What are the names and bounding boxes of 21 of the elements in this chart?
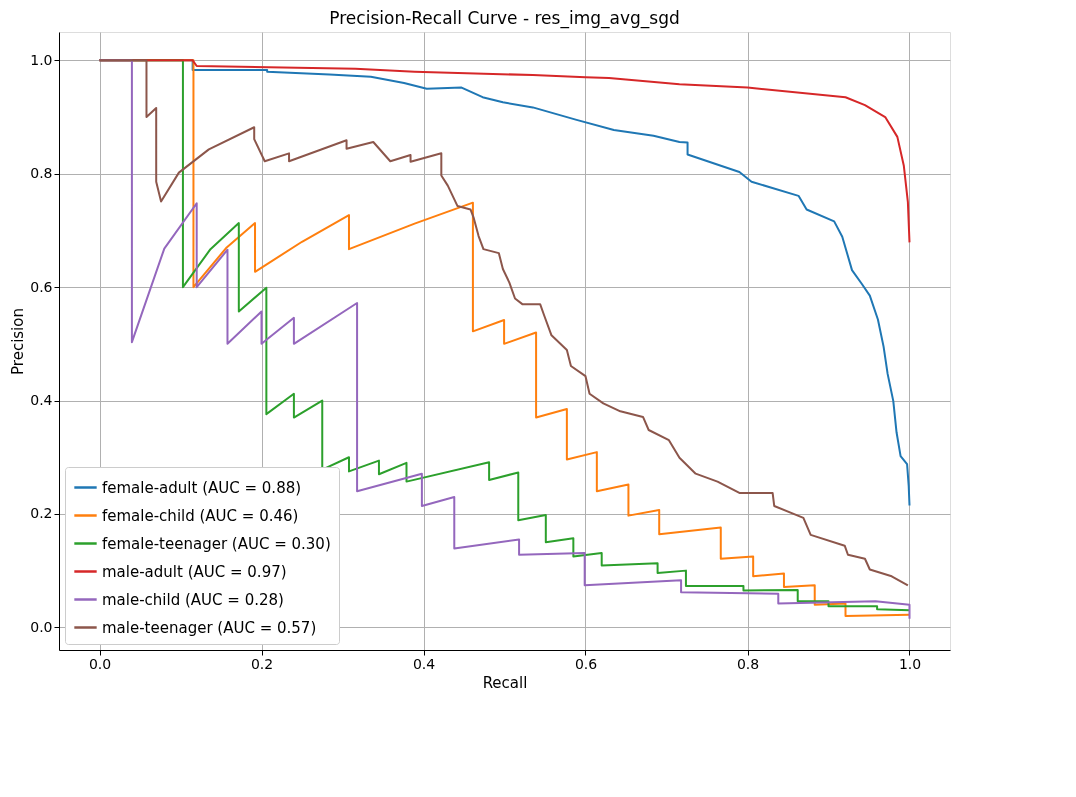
x-tick-label: 0.4 xyxy=(412,655,436,672)
legend-label: male-adult (AUC = 0.97) xyxy=(102,562,287,581)
x-tick-label: 1.0 xyxy=(898,655,922,672)
y-tick-label: 0.0 xyxy=(30,618,53,635)
legend-label: female-adult (AUC = 0.88) xyxy=(102,478,302,497)
y-tick-label: 0.4 xyxy=(30,392,53,409)
legend-label: female-teenager (AUC = 0.30) xyxy=(102,534,331,553)
x-tick-label: 0.8 xyxy=(736,655,760,672)
legend-label: male-teenager (AUC = 0.57) xyxy=(102,618,317,637)
y-tick-label: 0.2 xyxy=(30,505,53,522)
legend-label: male-child (AUC = 0.28) xyxy=(102,590,284,609)
x-axis-title: Recall xyxy=(482,673,528,692)
legend-label: female-child (AUC = 0.46) xyxy=(102,506,299,525)
chart-title: Precision-Recall Curve - res_img_avg_sgd xyxy=(329,8,680,29)
y-tick-label: 0.6 xyxy=(30,278,53,295)
x-tick-label: 0.6 xyxy=(574,655,598,672)
y-tick-label: 0.8 xyxy=(30,165,53,182)
y-axis-title: Precision xyxy=(9,308,28,375)
x-tick-label: 0.2 xyxy=(250,655,274,672)
x-tick-label: 0.0 xyxy=(88,655,112,672)
y-tick-label: 1.0 xyxy=(30,51,53,68)
